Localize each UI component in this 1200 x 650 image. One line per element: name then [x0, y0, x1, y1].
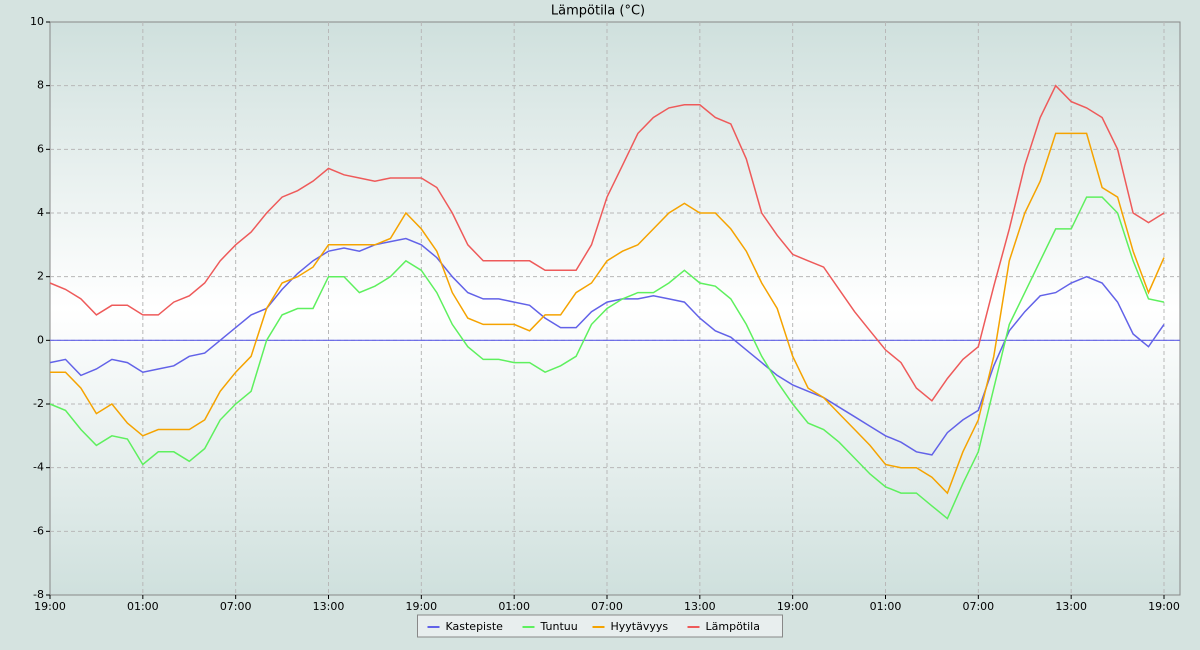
y-tick-label: 8 — [37, 79, 44, 92]
y-tick-label: -6 — [33, 524, 44, 537]
legend-label: Lämpötila — [706, 620, 760, 633]
series-line — [49, 84, 1165, 402]
x-tick-label: 07:00 — [591, 600, 623, 613]
legend-label: Hyytävyys — [611, 620, 669, 633]
y-tick-label: 0 — [37, 333, 44, 346]
y-tick-label: -2 — [33, 397, 44, 410]
y-tick-label: -4 — [33, 461, 44, 474]
series-line — [49, 196, 1165, 520]
legend-label: Kastepiste — [446, 620, 504, 633]
x-tick-label: 13:00 — [313, 600, 345, 613]
x-tick-label: 01:00 — [498, 600, 530, 613]
x-tick-label: 13:00 — [1055, 600, 1087, 613]
x-tick-label: 07:00 — [962, 600, 994, 613]
x-tick-label: 19:00 — [405, 600, 437, 613]
x-tick-label: 01:00 — [870, 600, 902, 613]
plot-area — [49, 21, 1181, 596]
y-tick-label: 6 — [37, 142, 44, 155]
chart-title: Lämpötila (°C) — [551, 4, 645, 19]
x-tick-label: 07:00 — [220, 600, 252, 613]
x-tick-label: 19:00 — [777, 600, 809, 613]
y-tick-label: 4 — [37, 206, 44, 219]
legend-label: Tuntuu — [540, 620, 578, 633]
series-line — [49, 237, 1165, 456]
x-tick-label: 01:00 — [127, 600, 159, 613]
y-tick-label: 2 — [37, 270, 44, 283]
legend: Kastepiste Tuntuu Hyytävyys Lämpötila — [417, 614, 783, 638]
x-tick-label: 19:00 — [1148, 600, 1180, 613]
x-tick-label: 19:00 — [34, 600, 66, 613]
x-tick-label: 13:00 — [684, 600, 716, 613]
y-tick-label: 10 — [30, 15, 44, 28]
series-line — [50, 132, 1165, 495]
y-tick-label: -8 — [33, 588, 44, 601]
